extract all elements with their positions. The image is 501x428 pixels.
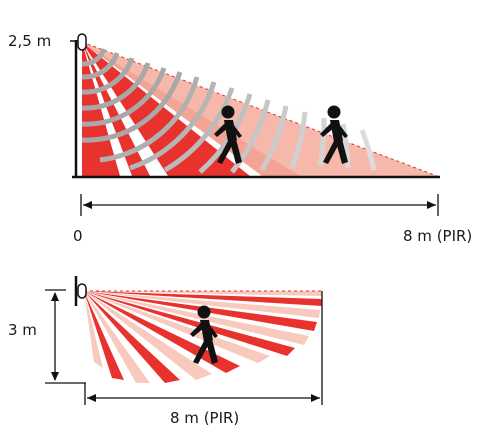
walking-person-icon [320,105,348,164]
arrow-left-icon [83,201,92,209]
detection-beam-fan [84,291,322,383]
range-label: 8 m (PIR) [170,409,239,427]
walking-person-icon [214,105,242,164]
zone-gap-stripe [82,42,262,176]
top-view: 3 m 8 m (PIR) [8,276,323,427]
sensor-device-icon [77,33,87,51]
range-label: 8 m (PIR) [403,227,472,245]
arrow-down-icon [51,372,59,381]
sensor-device-icon [77,283,87,299]
height-label: 2,5 m [8,32,51,50]
walking-person-icon [190,305,218,364]
mid-detection-zone [82,42,300,176]
detection-waves [81,48,377,174]
arrow-up-icon [51,292,59,301]
width-label: 3 m [8,321,37,339]
arrow-right-icon [311,394,320,402]
side-view: 2,5 m 0 8 m (PIR) [8,32,472,245]
arrow-left-icon [87,394,96,402]
range-start-label: 0 [73,227,83,245]
arrow-right-icon [427,201,436,209]
